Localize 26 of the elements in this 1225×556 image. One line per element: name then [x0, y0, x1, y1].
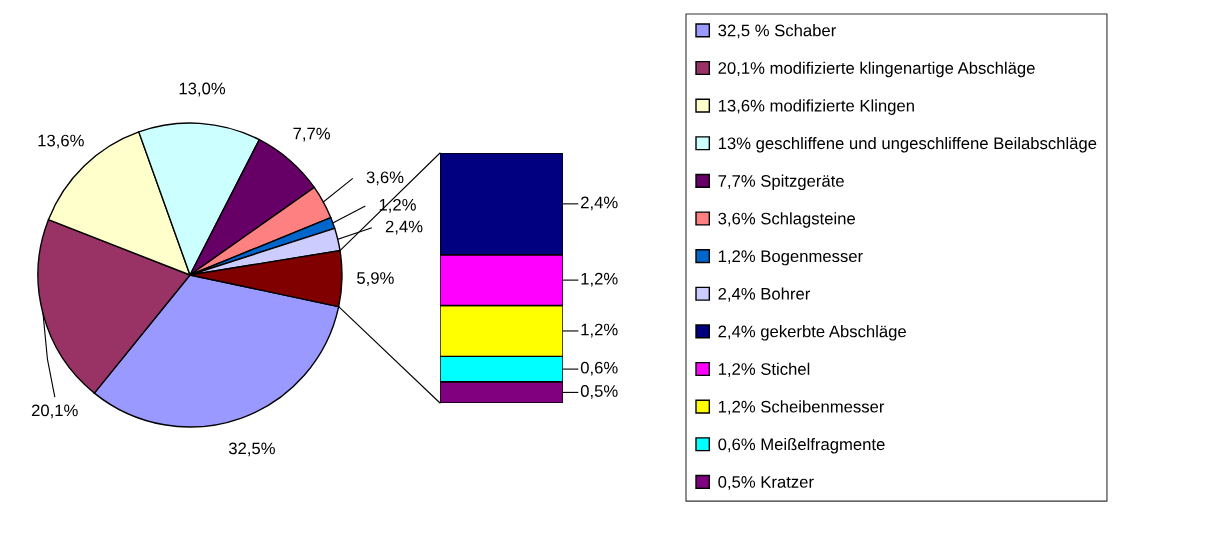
- data-label: 0,6%: [580, 361, 618, 376]
- data-label: 5,9%: [357, 272, 394, 286]
- data-label: 32,5%: [228, 442, 275, 457]
- data-label: 7,7%: [293, 127, 331, 142]
- data-label: 13,6%: [38, 134, 84, 149]
- data-label: 1,2%: [581, 323, 618, 338]
- data-label: 1,2%: [581, 272, 618, 287]
- data-label: 20,1%: [31, 404, 78, 419]
- legend-label: 13,6% modifizierte Klingen: [718, 99, 914, 115]
- legend-label: 3,6% Schlagsteine: [718, 212, 855, 228]
- legend-label: 1,2% Scheibenmesser: [718, 400, 885, 415]
- legend-label: 2,4% Bohrer: [718, 287, 811, 302]
- legend-label: 1,2% Bogenmesser: [718, 250, 863, 266]
- legend-label: 2,4% gekerbte Abschläge: [718, 325, 906, 341]
- data-label: 3,6%: [366, 171, 404, 186]
- legend-label: 0,5% Kratzer: [718, 476, 814, 490]
- data-label: 2,4%: [581, 196, 618, 211]
- data-label: 2,4%: [385, 220, 423, 235]
- legend-label: 13% geschliffene und ungeschliffene Beilabschläge: [718, 136, 1097, 153]
- legend-label: 1,2% Stichel: [718, 362, 810, 377]
- legend-label: 7,7% Spitzgeräte: [718, 174, 844, 191]
- legend-label: 32,5 % Schaber: [718, 24, 836, 39]
- legend-label: 0,6% Meißelfragmente: [718, 437, 885, 454]
- data-label: 13,0%: [179, 82, 226, 97]
- data-label: 0,5%: [580, 385, 618, 399]
- legend-label: 20,1% modifizierte klingenartige Abschläge: [718, 61, 1035, 78]
